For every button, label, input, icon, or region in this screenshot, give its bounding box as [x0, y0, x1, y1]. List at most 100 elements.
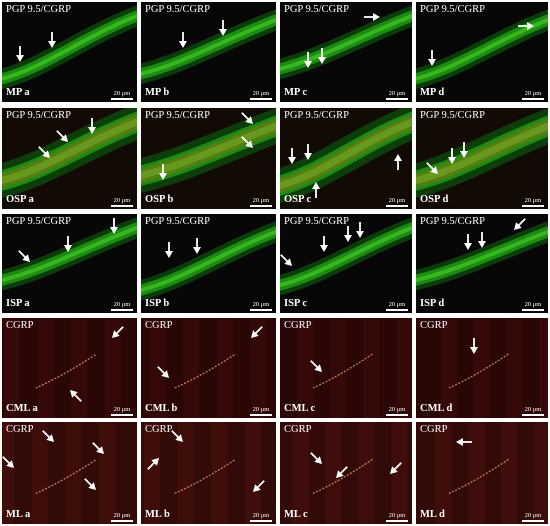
scale-bar-line — [386, 309, 408, 311]
stain-label: PGP 9.5/CGRP — [145, 4, 210, 15]
scale-bar-line — [386, 98, 408, 100]
scale-bar: 20 μm — [386, 197, 408, 207]
micrograph-panel: PGP 9.5/CGRP OSP a 20 μm — [2, 108, 137, 209]
scale-bar-line — [386, 520, 408, 522]
scale-bar: 20 μm — [522, 512, 544, 522]
micrograph-panel: CGRP CML c 20 μm — [280, 318, 412, 418]
micrograph-panel: PGP 9.5/CGRP ISP c 20 μm — [280, 214, 412, 313]
panel-label: ISP c — [284, 298, 308, 309]
scale-bar-label: 20 μm — [113, 512, 131, 519]
scale-bar-label: 20 μm — [524, 406, 542, 413]
micrograph-panel: PGP 9.5/CGRP MP b 20 μm — [141, 2, 276, 102]
scale-bar-label: 20 μm — [524, 197, 542, 204]
scale-bar-line — [111, 414, 133, 416]
scale-bar-line — [111, 205, 133, 207]
panel-label: MP d — [420, 87, 445, 98]
micrograph-panel: PGP 9.5/CGRP ISP a 20 μm — [2, 214, 137, 313]
micrograph-image — [416, 422, 548, 524]
stain-label: PGP 9.5/CGRP — [420, 110, 485, 121]
scale-bar: 20 μm — [522, 406, 544, 416]
panel-label: OSP d — [420, 194, 449, 205]
scale-bar: 20 μm — [522, 90, 544, 100]
scale-bar: 20 μm — [111, 406, 133, 416]
panel-label: CML a — [6, 403, 38, 414]
scale-bar-line — [111, 309, 133, 311]
scale-bar-label: 20 μm — [113, 406, 131, 413]
micrograph-panel: CGRP ML c 20 μm — [280, 422, 412, 524]
scale-bar: 20 μm — [250, 197, 272, 207]
scale-bar-line — [522, 98, 544, 100]
scale-bar: 20 μm — [386, 512, 408, 522]
stain-label: PGP 9.5/CGRP — [6, 4, 71, 15]
scale-bar-line — [522, 414, 544, 416]
scale-bar: 20 μm — [386, 301, 408, 311]
stain-label: PGP 9.5/CGRP — [145, 110, 210, 121]
scale-bar: 20 μm — [522, 197, 544, 207]
scale-bar: 20 μm — [386, 90, 408, 100]
stain-label: PGP 9.5/CGRP — [6, 110, 71, 121]
stain-label: CGRP — [284, 424, 312, 435]
stain-label: CGRP — [6, 320, 34, 331]
stain-label: PGP 9.5/CGRP — [284, 110, 349, 121]
scale-bar-label: 20 μm — [524, 90, 542, 97]
micrograph-panel: PGP 9.5/CGRP MP d 20 μm — [416, 2, 548, 102]
scale-bar-label: 20 μm — [252, 512, 270, 519]
scale-bar-label: 20 μm — [388, 512, 406, 519]
micrograph-image — [141, 214, 276, 313]
stain-label: PGP 9.5/CGRP — [6, 216, 71, 227]
micrograph-image — [2, 108, 137, 209]
stain-label: PGP 9.5/CGRP — [284, 216, 349, 227]
scale-bar-label: 20 μm — [252, 301, 270, 308]
micrograph-image — [280, 318, 412, 418]
scale-bar-label: 20 μm — [388, 197, 406, 204]
panel-label: OSP a — [6, 194, 34, 205]
scale-bar: 20 μm — [522, 301, 544, 311]
stain-label: CGRP — [145, 320, 173, 331]
scale-bar-label: 20 μm — [252, 197, 270, 204]
micrograph-panel: PGP 9.5/CGRP OSP d 20 μm — [416, 108, 548, 209]
micrograph-panel: CGRP ML d 20 μm — [416, 422, 548, 524]
scale-bar-label: 20 μm — [388, 90, 406, 97]
stain-label: CGRP — [284, 320, 312, 331]
scale-bar-line — [522, 309, 544, 311]
micrograph-panel: CGRP ML b 20 μm — [141, 422, 276, 524]
scale-bar-line — [386, 414, 408, 416]
scale-bar-label: 20 μm — [113, 301, 131, 308]
micrograph-image — [2, 422, 137, 524]
micrograph-panel: PGP 9.5/CGRP MP a 20 μm — [2, 2, 137, 102]
panel-label: OSP c — [284, 194, 312, 205]
panel-label: MP a — [6, 87, 30, 98]
panel-label: CML d — [420, 403, 453, 414]
micrograph-panel: CGRP CML d 20 μm — [416, 318, 548, 418]
panel-label: OSP b — [145, 194, 174, 205]
scale-bar: 20 μm — [386, 406, 408, 416]
micrograph-image — [416, 318, 548, 418]
scale-bar-line — [250, 98, 272, 100]
panel-label: MP c — [284, 87, 308, 98]
micrograph-image — [2, 214, 137, 313]
scale-bar-label: 20 μm — [113, 90, 131, 97]
micrograph-panel: PGP 9.5/CGRP MP c 20 μm — [280, 2, 412, 102]
panel-label: CML b — [145, 403, 178, 414]
micrograph-image — [416, 108, 548, 209]
stain-label: PGP 9.5/CGRP — [420, 4, 485, 15]
scale-bar: 20 μm — [111, 90, 133, 100]
micrograph-image — [280, 108, 412, 209]
stain-label: PGP 9.5/CGRP — [420, 216, 485, 227]
stain-label: CGRP — [145, 424, 173, 435]
micrograph-image — [2, 2, 137, 102]
scale-bar-line — [111, 98, 133, 100]
stain-label: CGRP — [420, 320, 448, 331]
panel-label: ML c — [284, 509, 308, 520]
panel-label: ISP a — [6, 298, 30, 309]
scale-bar: 20 μm — [250, 90, 272, 100]
scale-bar: 20 μm — [250, 301, 272, 311]
scale-bar-label: 20 μm — [388, 301, 406, 308]
micrograph-panel: PGP 9.5/CGRP OSP c 20 μm — [280, 108, 412, 209]
scale-bar-line — [250, 309, 272, 311]
scale-bar: 20 μm — [111, 512, 133, 522]
panel-label: ISP d — [420, 298, 445, 309]
micrograph-image — [280, 2, 412, 102]
micrograph-panel: PGP 9.5/CGRP ISP d 20 μm — [416, 214, 548, 313]
